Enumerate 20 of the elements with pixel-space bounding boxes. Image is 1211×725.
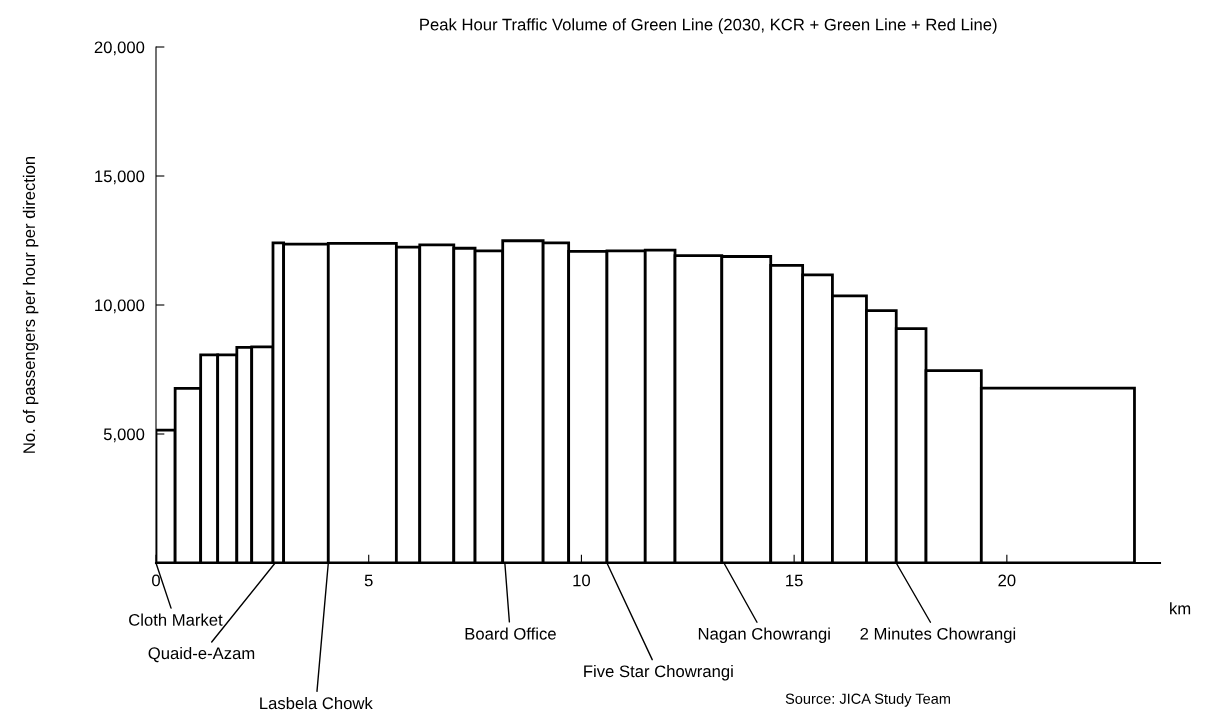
x-tick-label: 20 (998, 574, 1016, 587)
x-axis-title: km (1170, 602, 1191, 615)
chart-title: Peak Hour Traffic Volume of Green Line (2030, KCR + Green Line + Red Line) (420, 18, 997, 34)
annotation: Nagan Chowrangi (698, 627, 830, 643)
annotation: 2 Minutes Chowrangi (860, 627, 1016, 643)
y-tick-label: 5,000 (103, 428, 145, 443)
annotation: Board Office (465, 627, 556, 640)
y-tick-label: 15,000 (95, 170, 145, 185)
annotation: Cloth Market (129, 613, 223, 626)
x-tick-label: 10 (573, 574, 591, 587)
y-tick-label: 10,000 (95, 299, 145, 314)
x-tick-label: 5 (364, 574, 373, 587)
source-note: Source: JICA Study Team (785, 693, 950, 707)
annotation: Lasbela Chowk (260, 696, 373, 710)
y-tick-label: 20,000 (94, 41, 145, 56)
y-axis-title: No. of passengers per hour per direction (22, 156, 39, 453)
annotation: Five Star Chowrangi (584, 664, 733, 681)
x-tick-label: 0 (152, 574, 160, 587)
x-tick-label: 15 (786, 574, 803, 587)
annotation: Quaid-e-Azam (148, 646, 255, 663)
